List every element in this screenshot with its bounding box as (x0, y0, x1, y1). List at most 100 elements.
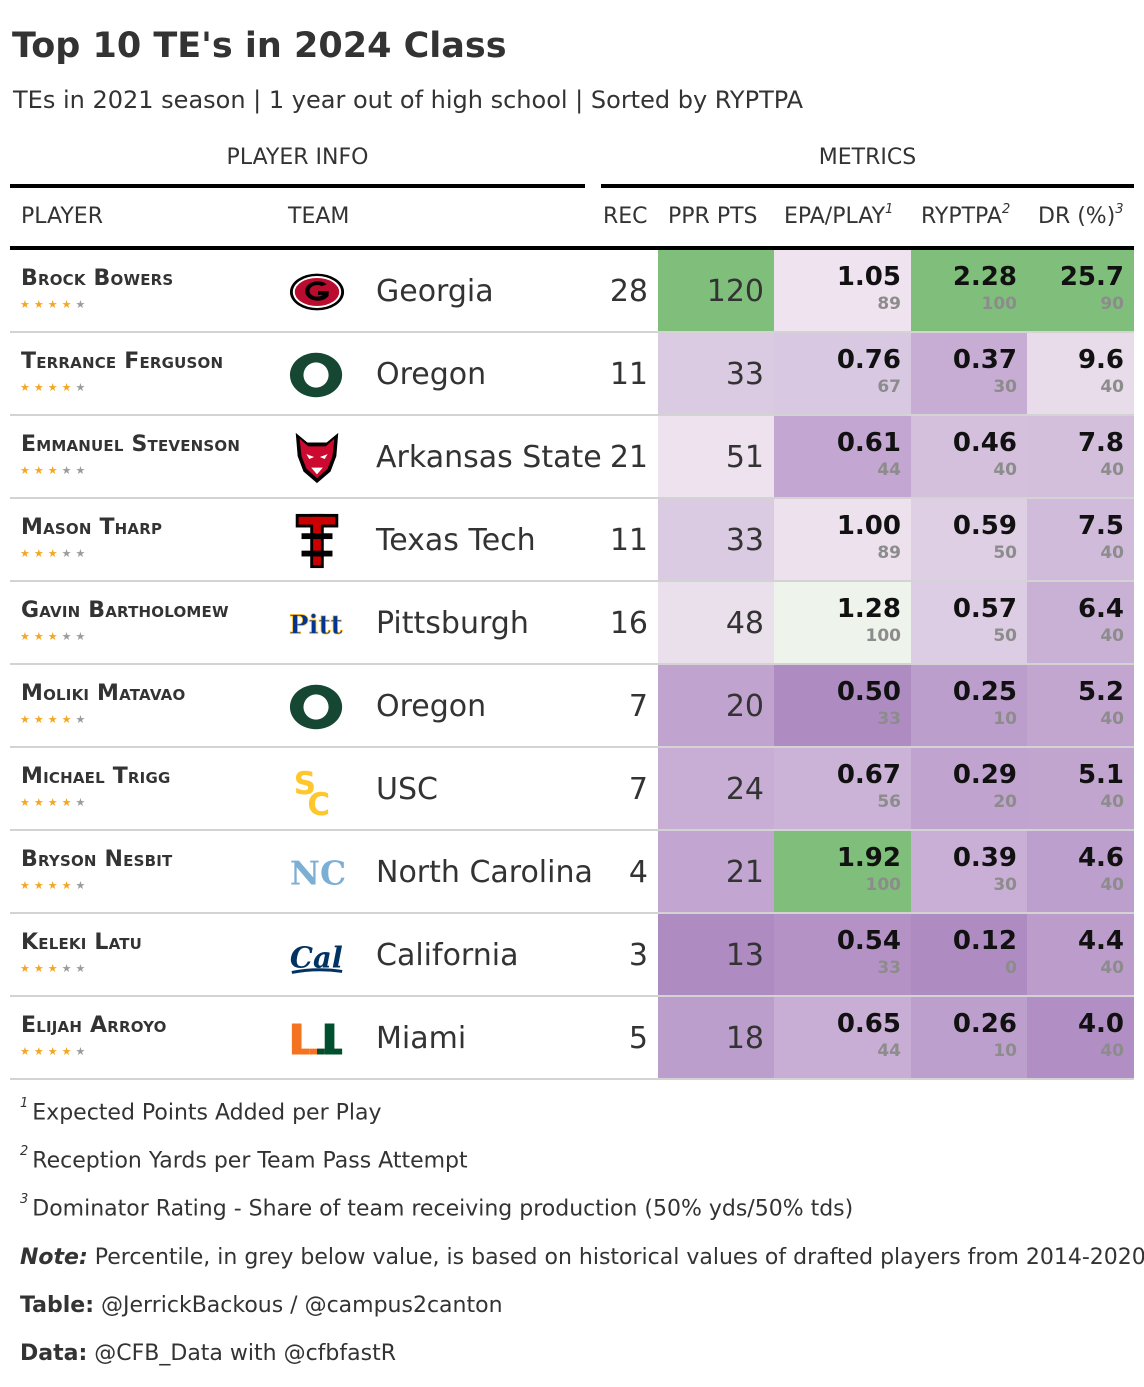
footnote-text: Dominator Rating - Share of team receivi… (32, 1196, 854, 1222)
column-header-dr-label: DR (%) (1038, 204, 1116, 229)
spanner-player-info: PLAYER INFO (226, 145, 369, 170)
ryptpa-percentile: 10 (993, 709, 1017, 729)
dr-cell: 5.2 40 (1027, 665, 1134, 746)
epa-percentile: 33 (877, 709, 901, 729)
dr-value: 6.4 (1077, 594, 1124, 624)
dr-value: 5.1 (1077, 760, 1124, 790)
table-row[interactable]: 24 0.67 56 0.29 20 5.1 40 Michael Trigg ★★★★★ S C U… (10, 748, 1134, 831)
table-row[interactable]: 20 0.50 33 0.25 10 5.2 40 Moliki Matavao ★★★★★ Or… (10, 665, 1134, 748)
epa-percentile: 67 (877, 377, 901, 397)
player-name: Mason Tharp (21, 515, 163, 540)
ppr-value: 33 (725, 523, 764, 558)
dr-cell: 7.8 40 (1027, 416, 1134, 497)
ryptpa-cell: 0.25 10 (911, 665, 1027, 746)
miami-logo (288, 1010, 346, 1068)
ryptpa-cell: 0.29 20 (911, 748, 1027, 829)
ryptpa-value: 0.59 (952, 511, 1017, 541)
table-row[interactable]: 51 0.61 44 0.46 40 7.8 40 Emmanuel Stevenson ★★★… (10, 416, 1134, 499)
table-row[interactable]: 21 1.92 100 0.39 30 4.6 40 Bryson Nesbit ★★★★★ NC… (10, 831, 1134, 914)
row-divider (10, 829, 1134, 831)
star-rating: ★★★★★ (20, 1045, 90, 1058)
ppr-cell: 51 (658, 416, 774, 497)
team-name: North Carolina (376, 855, 593, 890)
row-divider (10, 912, 1134, 914)
epa-percentile: 89 (877, 294, 901, 314)
footnote-2: 2 Reception Yards per Team Pass Attempt (20, 1144, 468, 1174)
table-row[interactable]: 18 0.65 44 0.26 10 4.0 40 Elijah Arroyo ★★★★★ Mia… (10, 997, 1134, 1080)
note-label: Note: (20, 1245, 88, 1270)
footnote-mark: 3 (1115, 202, 1124, 217)
dr-percentile: 40 (1100, 709, 1124, 729)
column-header-rec[interactable]: REC (603, 204, 648, 229)
dr-percentile: 90 (1100, 294, 1124, 314)
credit-data-label: Data: (20, 1341, 88, 1366)
svg-text:S: S (294, 766, 316, 802)
team-name: Pittsburgh (376, 606, 529, 641)
dr-percentile: 40 (1100, 958, 1124, 978)
epa-cell: 1.28 100 (774, 582, 911, 663)
column-header-team[interactable]: TEAM (288, 204, 350, 229)
dr-value: 4.4 (1077, 926, 1124, 956)
footnote-text: Reception Yards per Team Pass Attempt (32, 1148, 468, 1174)
epa-percentile: 100 (865, 626, 902, 646)
ppr-value: 20 (725, 689, 764, 724)
table-row[interactable]: 13 0.54 33 0.12 0 4.4 40 Keleki Latu ★★★★★ Cal Cal… (10, 914, 1134, 997)
player-name: Brock Bowers (21, 266, 174, 291)
spanner-metrics: METRICS (818, 145, 917, 170)
dr-cell: 9.6 40 (1027, 333, 1134, 414)
table-row[interactable]: 33 0.76 67 0.37 30 9.6 40 Terrance Ferguson ★★★★… (10, 333, 1134, 416)
dr-percentile: 40 (1100, 792, 1124, 812)
ryptpa-cell: 0.26 10 (911, 997, 1027, 1078)
ppr-value: 24 (725, 772, 764, 807)
rec-value: 7 (628, 689, 648, 724)
footnote-text: Expected Points Added per Play (32, 1100, 382, 1126)
ppr-value: 21 (725, 855, 764, 890)
ryptpa-percentile: 0 (1005, 958, 1017, 978)
ppr-cell: 120 (658, 250, 774, 331)
table-row[interactable]: 33 1.00 89 0.59 50 7.5 40 Mason Tharp ★★★★★ Texas… (10, 499, 1134, 582)
ryptpa-cell: 2.28 100 (911, 250, 1027, 331)
ppr-value: 51 (725, 440, 764, 475)
star-rating: ★★★★★ (20, 464, 90, 477)
ryptpa-percentile: 30 (993, 377, 1017, 397)
dr-value: 4.6 (1077, 843, 1124, 873)
ryptpa-value: 0.25 (952, 677, 1017, 707)
ryptpa-cell: 0.57 50 (911, 582, 1027, 663)
star-rating: ★★★★★ (20, 298, 90, 311)
epa-percentile: 89 (877, 543, 901, 563)
table-row[interactable]: 48 1.28 100 0.57 50 6.4 40 Gavin Bartholomew ★★★… (10, 582, 1134, 665)
epa-cell: 1.00 89 (774, 499, 911, 580)
dr-percentile: 40 (1100, 460, 1124, 480)
spanner-player-info-rule (10, 184, 585, 188)
epa-value: 1.28 (836, 594, 901, 624)
row-divider (10, 663, 1134, 665)
column-header-ryptpa[interactable]: RYPTPA2 (921, 202, 1010, 229)
dr-cell: 25.7 90 (1027, 250, 1134, 331)
credit-table-text: @JerrickBackous / @campus2canton (94, 1293, 503, 1318)
dr-cell: 7.5 40 (1027, 499, 1134, 580)
star-rating: ★★★★★ (20, 962, 90, 975)
table-row[interactable]: 120 1.05 89 2.28 100 25.7 90 Brock Bowers ★★★★★ G… (10, 250, 1134, 333)
ppr-value: 18 (725, 1021, 764, 1056)
epa-value: 0.65 (836, 1009, 901, 1039)
ryptpa-value: 0.29 (952, 760, 1017, 790)
row-divider (10, 331, 1134, 333)
dr-value: 5.2 (1077, 677, 1124, 707)
column-header-dr[interactable]: DR (%)3 (1038, 202, 1124, 229)
dr-cell: 6.4 40 (1027, 582, 1134, 663)
note: Note: Percentile, in grey below value, i… (20, 1245, 1144, 1270)
dr-percentile: 40 (1100, 875, 1124, 895)
star-rating: ★★★★★ (20, 879, 90, 892)
column-header-player[interactable]: PLAYER (21, 204, 103, 229)
ryptpa-value: 2.28 (952, 262, 1017, 292)
column-header-epa[interactable]: EPA/PLAY1 (784, 202, 893, 229)
epa-cell: 0.50 33 (774, 665, 911, 746)
player-name: Emmanuel Stevenson (21, 432, 241, 457)
epa-cell: 0.76 67 (774, 333, 911, 414)
row-divider (10, 995, 1134, 997)
footnote-1: 1 Expected Points Added per Play (20, 1096, 382, 1126)
dr-value: 4.0 (1077, 1009, 1124, 1039)
column-header-ppr[interactable]: PPR PTS (668, 204, 758, 229)
ryptpa-value: 0.26 (952, 1009, 1017, 1039)
star-rating: ★★★★★ (20, 381, 90, 394)
